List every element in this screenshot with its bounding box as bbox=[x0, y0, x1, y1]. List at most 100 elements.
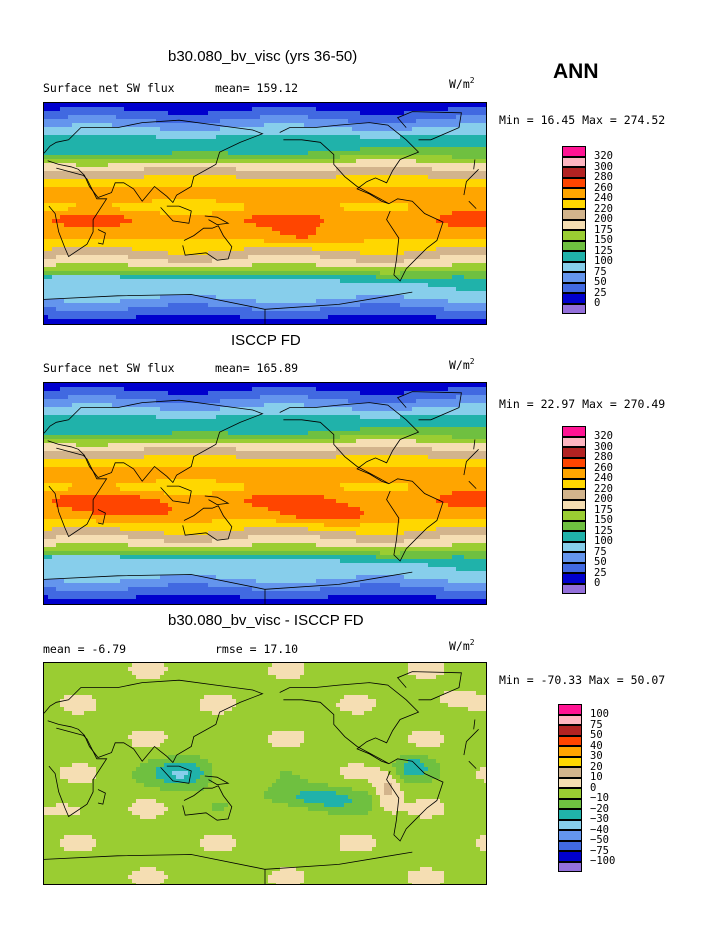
coastline bbox=[204, 495, 230, 506]
colorbar-swatch bbox=[558, 819, 582, 830]
coastline bbox=[44, 119, 264, 204]
colorbar-tick-label: 260 bbox=[594, 181, 613, 194]
coastline bbox=[44, 399, 264, 484]
coastline bbox=[97, 229, 106, 245]
panel-2-variable-label: Surface net SW flux bbox=[43, 361, 175, 375]
colorbar-tick-label: 25 bbox=[594, 286, 607, 299]
coastline bbox=[44, 854, 266, 884]
coastline bbox=[396, 111, 462, 141]
colorbar-tick-label: −50 bbox=[590, 834, 609, 846]
colorbar-tick-label: 200 bbox=[594, 493, 613, 505]
colorbar-swatch bbox=[562, 303, 586, 314]
panel-3-rmse-label: rmse = 17.10 bbox=[215, 642, 299, 656]
coastline bbox=[160, 205, 192, 224]
colorbar-swatch bbox=[562, 583, 586, 594]
colorbar-swatch bbox=[562, 282, 586, 293]
panel-2-max-value: 270.49 bbox=[623, 397, 666, 411]
colorbar-swatch bbox=[562, 230, 586, 241]
coastline bbox=[204, 215, 230, 226]
colorbar-tick-label: 320 bbox=[594, 150, 613, 162]
coastline bbox=[182, 785, 233, 821]
panel-1-max-value: 274.52 bbox=[623, 113, 666, 127]
colorbar-tick-label: 280 bbox=[594, 451, 613, 463]
colorbar-swatch bbox=[562, 293, 586, 304]
panel-2-minmax: Min = 22.97 Max = 270.49 bbox=[499, 397, 666, 411]
colorbar-swatch bbox=[562, 531, 586, 542]
coastline bbox=[386, 198, 444, 282]
colorbar-tick-label: 50 bbox=[594, 276, 607, 288]
coastline bbox=[468, 200, 477, 209]
colorbar-swatch bbox=[558, 851, 582, 862]
panel-1-mean-label: mean= 159.12 bbox=[215, 81, 299, 95]
colorbar-swatch bbox=[562, 457, 586, 468]
coastline bbox=[463, 449, 479, 476]
colorbar-tick-label: 40 bbox=[590, 739, 603, 752]
colorbar-tick-label: 300 bbox=[594, 440, 613, 453]
colorbar-tick-label: 300 bbox=[594, 160, 613, 173]
coastline bbox=[396, 391, 462, 421]
colorbar-tick-label: 75 bbox=[594, 265, 607, 278]
colorbar-tick-label: 280 bbox=[594, 171, 613, 183]
coastline bbox=[468, 480, 477, 489]
colorbar-swatch bbox=[558, 746, 582, 757]
colorbar-swatch bbox=[558, 767, 582, 778]
colorbar-swatch bbox=[558, 714, 582, 725]
colorbar-swatch bbox=[558, 840, 582, 851]
colorbar-swatch bbox=[562, 499, 586, 510]
colorbar-swatch bbox=[562, 198, 586, 209]
colorbar-tick-label: 150 bbox=[594, 514, 613, 526]
colorbar-swatch bbox=[558, 756, 582, 767]
coastline bbox=[182, 225, 233, 261]
colorbar-tick-label: 100 bbox=[594, 255, 613, 267]
colorbar-tick-label: −40 bbox=[590, 823, 609, 836]
colorbar-swatch bbox=[562, 552, 586, 563]
colorbar-tick-label: −10 bbox=[590, 792, 609, 804]
colorbar-tick-label: 25 bbox=[594, 566, 607, 579]
colorbar-tick-label: 50 bbox=[590, 729, 603, 741]
panel-1-map bbox=[43, 102, 487, 325]
colorbar-tick-label: 0 bbox=[594, 297, 601, 309]
coastline bbox=[182, 505, 233, 541]
coastline bbox=[264, 571, 413, 590]
coastline bbox=[279, 402, 420, 485]
panel-2-min-value: 22.97 bbox=[540, 397, 576, 411]
colorbar-swatch bbox=[562, 510, 586, 521]
coastline bbox=[473, 439, 476, 450]
coastline bbox=[160, 765, 192, 784]
colorbar-swatch bbox=[558, 735, 582, 746]
colorbar-swatch bbox=[562, 573, 586, 584]
colorbar-swatch bbox=[558, 830, 582, 841]
colorbar-tick-label: 100 bbox=[594, 535, 613, 547]
colorbar-swatch bbox=[562, 146, 586, 157]
colorbar-swatch bbox=[562, 156, 586, 167]
panel-3-max-value: 50.07 bbox=[630, 673, 666, 687]
colorbar-tick-label: 150 bbox=[594, 234, 613, 246]
colorbar-swatch bbox=[562, 219, 586, 230]
coastline bbox=[44, 574, 266, 604]
coastline bbox=[204, 775, 230, 786]
colorbar-tick-label: 320 bbox=[594, 430, 613, 442]
coastline bbox=[473, 159, 476, 170]
season-label: ANN bbox=[553, 60, 599, 83]
colorbar-swatch bbox=[562, 447, 586, 458]
colorbar-swatch bbox=[562, 272, 586, 283]
coastline bbox=[48, 167, 108, 258]
coastline bbox=[44, 679, 264, 764]
coastline bbox=[48, 447, 108, 538]
coastline bbox=[463, 729, 479, 756]
colorbar-swatch bbox=[562, 251, 586, 262]
coastline bbox=[279, 122, 420, 205]
colorbar-swatch bbox=[562, 436, 586, 447]
colorbar-tick-label: 75 bbox=[590, 718, 603, 731]
colorbar-tick-label: 100 bbox=[590, 708, 609, 720]
colorbar-swatch bbox=[562, 167, 586, 178]
colorbar-tick-label: 240 bbox=[594, 192, 613, 204]
panel-1-variable-label: Surface net SW flux bbox=[43, 81, 175, 95]
colorbar-tick-label: −30 bbox=[590, 813, 609, 825]
coastline bbox=[279, 682, 420, 765]
coastline bbox=[264, 851, 413, 870]
colorbar-tick-label: 175 bbox=[594, 503, 613, 516]
panel-2-title: ISCCP FD bbox=[231, 332, 301, 349]
colorbar-swatch bbox=[558, 798, 582, 809]
coastline bbox=[396, 671, 462, 701]
